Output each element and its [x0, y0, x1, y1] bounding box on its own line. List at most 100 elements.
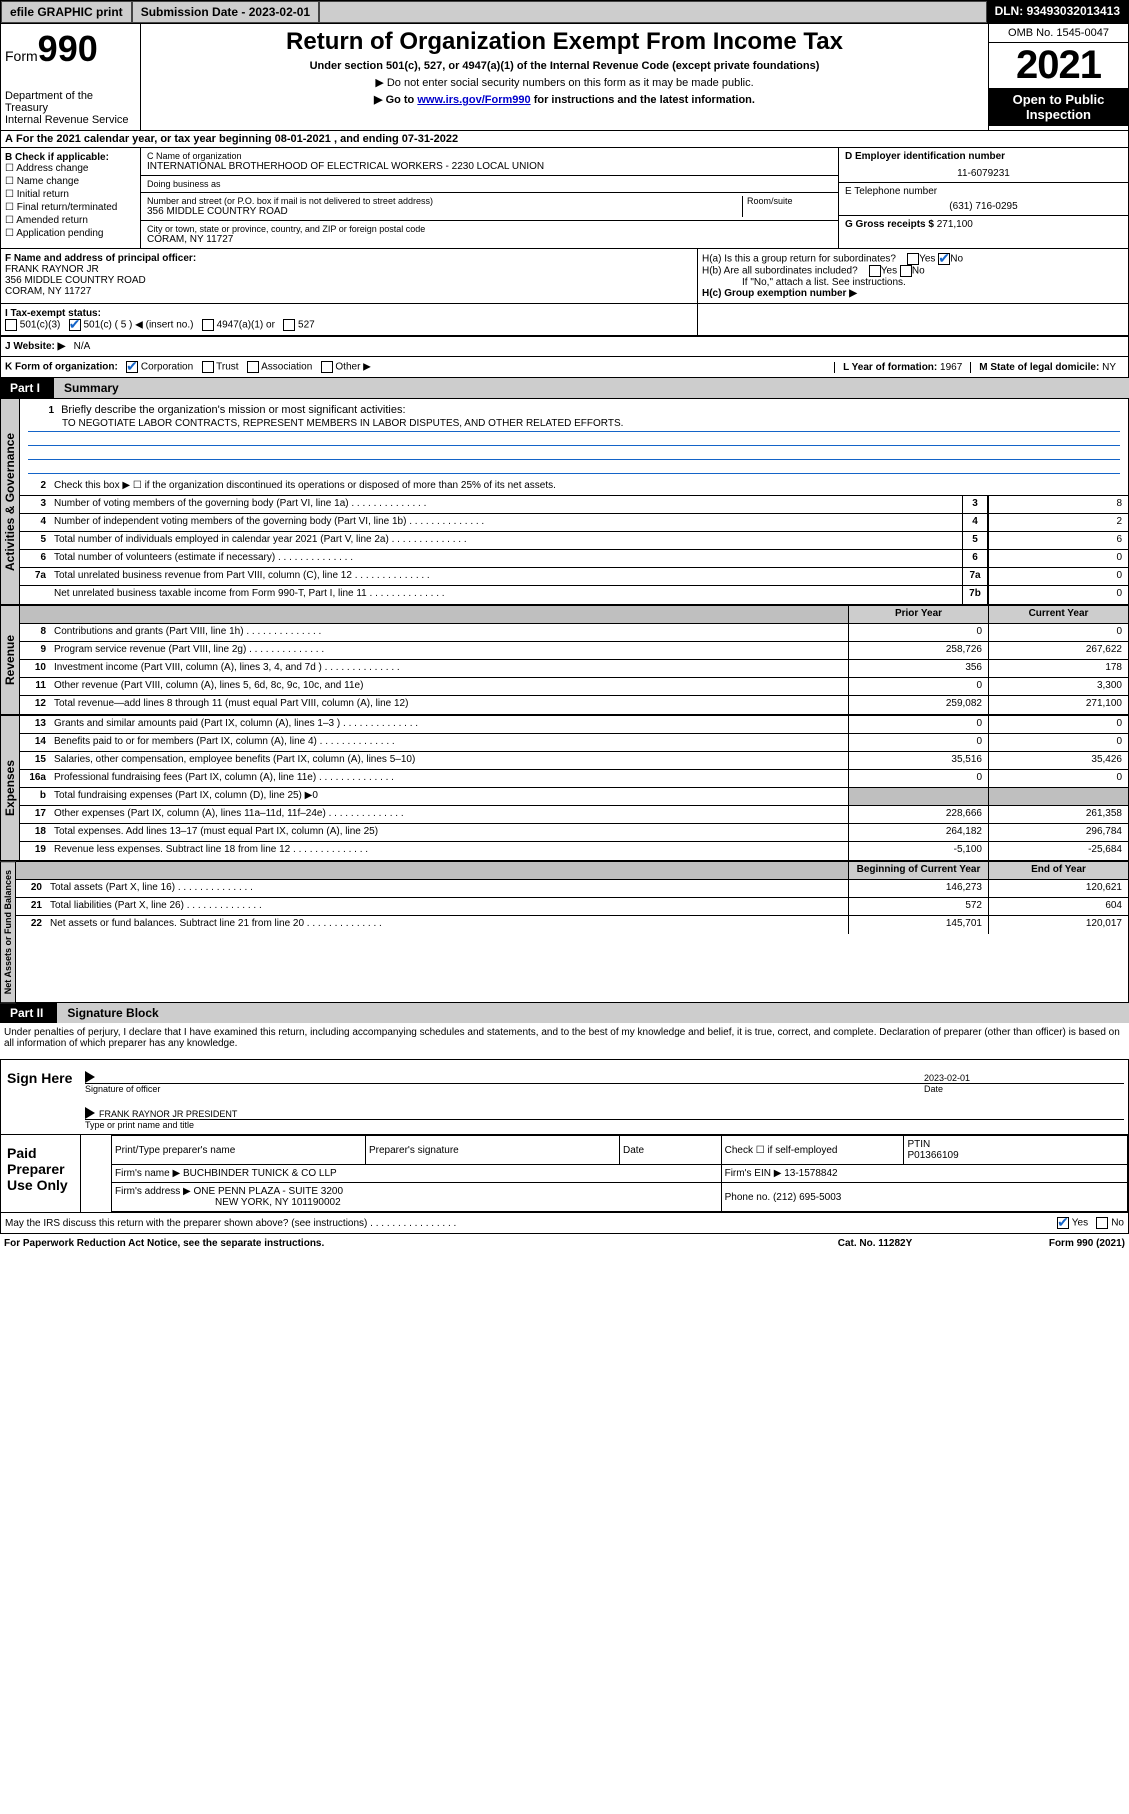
website-value: N/A — [74, 341, 91, 352]
c15: 35,426 — [988, 752, 1128, 769]
v3: 8 — [988, 496, 1128, 513]
efile-print-button[interactable]: efile GRAPHIC print — [1, 1, 132, 23]
form-number: Form990 — [5, 28, 136, 70]
c11: 3,300 — [988, 678, 1128, 695]
c10: 178 — [988, 660, 1128, 677]
firm-phone-label: Phone no. — [725, 1192, 773, 1203]
firm-phone: (212) 695-5003 — [773, 1192, 841, 1203]
chk-4947[interactable] — [202, 319, 214, 331]
c22: 120,017 — [988, 916, 1128, 934]
submission-date: Submission Date - 2023-02-01 — [132, 1, 319, 23]
sig-date: 2023-02-01 — [924, 1064, 1124, 1084]
officer-address: 356 MIDDLE COUNTRY ROAD CORAM, NY 11727 — [5, 275, 146, 297]
chk-amended-return[interactable]: ☐ Amended return — [5, 215, 136, 226]
paid-preparer-label: Paid Preparer Use Only — [1, 1135, 81, 1212]
line8: Contributions and grants (Part VIII, lin… — [50, 624, 848, 641]
signature-label: Signature of officer — [85, 1084, 924, 1094]
ptin-label: PTIN — [907, 1139, 1124, 1150]
penalty-statement: Under penalties of perjury, I declare th… — [0, 1023, 1129, 1053]
p10: 356 — [848, 660, 988, 677]
chk-501c3[interactable] — [5, 319, 17, 331]
chk-address-change[interactable]: ☐ Address change — [5, 163, 136, 174]
tab-revenue: Revenue — [0, 605, 20, 715]
irs-link[interactable]: www.irs.gov/Form990 — [417, 94, 530, 106]
date-label: Date — [924, 1084, 1124, 1094]
chk-application-pending[interactable]: ☐ Application pending — [5, 228, 136, 239]
chk-name-change[interactable]: ☐ Name change — [5, 176, 136, 187]
firm-name-label: Firm's name ▶ — [115, 1168, 180, 1179]
sign-here-label: Sign Here — [1, 1060, 81, 1134]
preparer-sig-label: Preparer's signature — [369, 1145, 616, 1156]
hb-no[interactable] — [900, 265, 912, 277]
p8: 0 — [848, 624, 988, 641]
ha-yes[interactable] — [907, 253, 919, 265]
line9: Program service revenue (Part VIII, line… — [50, 642, 848, 659]
form-subtitle-2: ▶ Do not enter social security numbers o… — [151, 76, 978, 89]
p13: 0 — [848, 716, 988, 733]
p15: 35,516 — [848, 752, 988, 769]
part2-number: Part II — [0, 1003, 53, 1023]
chk-trust[interactable] — [202, 361, 214, 373]
p14: 0 — [848, 734, 988, 751]
form-subtitle-1: Under section 501(c), 527, or 4947(a)(1)… — [151, 60, 978, 72]
name-title-label: Type or print name and title — [85, 1120, 1124, 1130]
c21: 604 — [988, 898, 1128, 915]
hdr-beg: Beginning of Current Year — [848, 862, 988, 879]
dept-treasury: Department of the Treasury Internal Reve… — [5, 90, 136, 126]
line12: Total revenue—add lines 8 through 11 (mu… — [50, 696, 848, 714]
pra-notice: For Paperwork Reduction Act Notice, see … — [4, 1238, 775, 1249]
city-state-zip: CORAM, NY 11727 — [147, 234, 832, 245]
officer-name-title: FRANK RAYNOR JR PRESIDENT — [99, 1109, 237, 1119]
preparer-name-label: Print/Type preparer's name — [115, 1145, 362, 1156]
line14: Benefits paid to or for members (Part IX… — [50, 734, 848, 751]
chk-initial-return[interactable]: ☐ Initial return — [5, 189, 136, 200]
line15: Salaries, other compensation, employee b… — [50, 752, 848, 769]
tax-period-row: A For the 2021 calendar year, or tax yea… — [0, 131, 1129, 148]
hb-label: H(b) Are all subordinates included? — [702, 266, 858, 277]
hb-yes[interactable] — [869, 265, 881, 277]
tax-exempt-label: I Tax-exempt status: — [5, 308, 101, 319]
org-name: INTERNATIONAL BROTHERHOOD OF ELECTRICAL … — [147, 161, 832, 172]
tab-net-assets: Net Assets or Fund Balances — [0, 861, 16, 1003]
p22: 145,701 — [848, 916, 988, 934]
p9: 258,726 — [848, 642, 988, 659]
line10: Investment income (Part VIII, column (A)… — [50, 660, 848, 677]
chk-association[interactable] — [247, 361, 259, 373]
chk-corporation[interactable] — [126, 361, 138, 373]
chk-other[interactable] — [321, 361, 333, 373]
ha-label: H(a) Is this a group return for subordin… — [702, 254, 896, 265]
hc-label: H(c) Group exemption number ▶ — [702, 288, 1124, 299]
p18: 264,182 — [848, 824, 988, 841]
p19: -5,100 — [848, 842, 988, 860]
p11: 0 — [848, 678, 988, 695]
officer-name: FRANK RAYNOR JR — [5, 264, 99, 275]
line13: Grants and similar amounts paid (Part IX… — [50, 716, 848, 733]
ein-value: 11-6079231 — [845, 168, 1122, 179]
discuss-yes[interactable] — [1057, 1217, 1069, 1229]
firm-addr1: ONE PENN PLAZA - SUITE 3200 — [194, 1186, 344, 1197]
v4: 2 — [988, 514, 1128, 531]
part1-title: Summary — [54, 378, 1129, 398]
chk-final-return[interactable]: ☐ Final return/terminated — [5, 202, 136, 213]
chk-527[interactable] — [283, 319, 295, 331]
c17: 261,358 — [988, 806, 1128, 823]
dba-label: Doing business as — [147, 179, 832, 189]
firm-name: BUCHBINDER TUNICK & CO LLP — [183, 1168, 337, 1179]
line20: Total assets (Part X, line 16) — [46, 880, 848, 897]
ha-no[interactable] — [938, 253, 950, 265]
line22: Net assets or fund balances. Subtract li… — [46, 916, 848, 934]
line16b: Total fundraising expenses (Part IX, col… — [50, 788, 848, 805]
cat-number: Cat. No. 11282Y — [775, 1238, 975, 1249]
chk-501c[interactable] — [69, 319, 81, 331]
may-irs-discuss: May the IRS discuss this return with the… — [5, 1218, 367, 1229]
form-subtitle-3: ▶ Go to www.irs.gov/Form990 for instruct… — [151, 93, 978, 106]
org-name-label: C Name of organization — [147, 151, 832, 161]
firm-ein: 13-1578842 — [784, 1168, 837, 1179]
open-to-public: Open to Public Inspection — [989, 88, 1128, 126]
dln: DLN: 93493032013413 — [987, 1, 1128, 23]
discuss-no[interactable] — [1096, 1217, 1108, 1229]
c16a: 0 — [988, 770, 1128, 787]
omb-number: OMB No. 1545-0047 — [989, 24, 1128, 43]
self-employed-check[interactable]: Check ☐ if self-employed — [725, 1145, 901, 1156]
hdr-curr: Current Year — [988, 606, 1128, 623]
